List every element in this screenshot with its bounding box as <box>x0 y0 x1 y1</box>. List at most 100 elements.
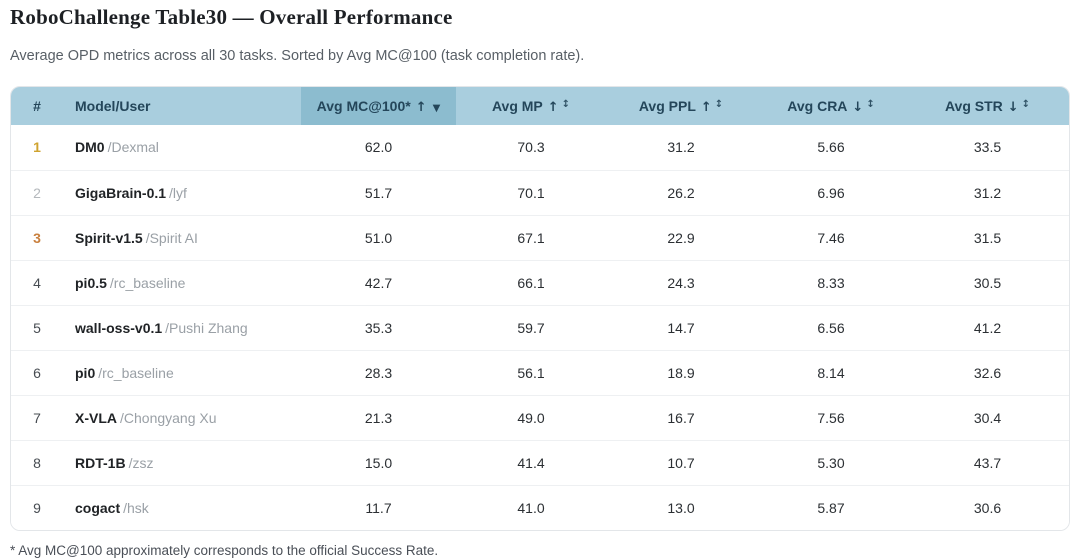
model-user-cell: GigaBrain-0.1/lyf <box>63 169 301 215</box>
down-arrow-icon: ↓ <box>852 99 864 115</box>
model-user-cell: RDT-1B/zsz <box>63 439 301 485</box>
avg-cra-value: 8.14 <box>756 349 906 395</box>
rank-number: 4 <box>33 274 41 291</box>
user-name: /zsz <box>128 454 154 471</box>
rank-cell: 8 <box>11 439 63 485</box>
rank-number: 5 <box>33 319 41 336</box>
user-name: /Chongyang Xu <box>120 409 217 426</box>
model-user-cell: DM0/Dexmal <box>63 125 301 170</box>
up-arrow-icon: ↑ <box>700 99 712 115</box>
model-user-cell: Spirit-v1.5/Spirit AI <box>63 214 301 260</box>
avg-mp-value: 70.3 <box>456 125 606 170</box>
table-header-row: # Model/User Avg MC@100* ↑ ▼ Avg MP ↑ ↕ Avg … <box>11 87 1069 125</box>
column-label: Avg CRA <box>787 97 848 114</box>
avg-str-value: 31.2 <box>906 169 1069 215</box>
rank-cell: 2 <box>11 169 63 215</box>
user-name: /hsk <box>123 499 149 516</box>
rank-number: 1 <box>33 139 41 156</box>
table-row: 5 wall-oss-v0.1/Pushi Zhang 35.3 59.7 14… <box>11 304 1069 350</box>
avg-ppl-value: 26.2 <box>606 169 756 215</box>
column-header-avg-ppl[interactable]: Avg PPL ↑ ↕ <box>606 87 756 125</box>
down-arrow-icon: ↓ <box>1007 99 1019 115</box>
rank-cell: 6 <box>11 349 63 395</box>
avg-ppl-value: 16.7 <box>606 394 756 440</box>
table-row: 7 X-VLA/Chongyang Xu 21.3 49.0 16.7 7.56… <box>11 394 1069 440</box>
table-row: 8 RDT-1B/zsz 15.0 41.4 10.7 5.30 43.7 <box>11 439 1069 485</box>
avg-cra-value: 5.66 <box>756 125 906 170</box>
column-header-avg-mp[interactable]: Avg MP ↑ ↕ <box>456 87 606 125</box>
sort-toggle-icon: ↕ <box>866 98 875 110</box>
avg-cra-value: 7.56 <box>756 394 906 440</box>
avg-ppl-value: 13.0 <box>606 484 756 530</box>
avg-str-value: 32.6 <box>906 349 1069 395</box>
rank-cell: 5 <box>11 304 63 350</box>
avg-ppl-value: 18.9 <box>606 349 756 395</box>
avg-ppl-value: 14.7 <box>606 304 756 350</box>
column-header-model-user: Model/User <box>63 87 301 125</box>
rank-number: 7 <box>33 409 41 426</box>
user-name: /lyf <box>169 184 187 201</box>
avg-mp-value: 59.7 <box>456 304 606 350</box>
avg-mp-value: 66.1 <box>456 259 606 305</box>
model-name: GigaBrain-0.1 <box>75 184 167 201</box>
model-name: wall-oss-v0.1 <box>75 319 163 336</box>
rank-cell: 4 <box>11 259 63 305</box>
model-name: RDT-1B <box>75 454 126 471</box>
avg-str-value: 43.7 <box>906 439 1069 485</box>
sort-toggle-icon: ↕ <box>1021 98 1031 110</box>
rank-cell: 9 <box>11 484 63 530</box>
model-name: DM0 <box>75 139 105 156</box>
avg-str-value: 41.2 <box>906 304 1069 350</box>
footnote: * Avg MC@100 approximately corresponds t… <box>10 543 439 558</box>
column-label: Avg MC@100* <box>316 97 411 114</box>
table-row: 2 GigaBrain-0.1/lyf 51.7 70.1 26.2 6.96 … <box>11 169 1069 215</box>
table-row: 9 cogact/hsk 11.7 41.0 13.0 5.87 30.6 <box>11 484 1069 530</box>
avg-cra-value: 5.30 <box>756 439 906 485</box>
table-row: 1 DM0/Dexmal 62.0 70.3 31.2 5.66 33.5 <box>11 125 1069 170</box>
avg-mc100-value: 51.7 <box>301 169 456 215</box>
rank-cell: 3 <box>11 214 63 260</box>
avg-str-value: 30.4 <box>906 394 1069 440</box>
leaderboard-table-container: # Model/User Avg MC@100* ↑ ▼ Avg MP ↑ ↕ Avg … <box>10 86 1070 531</box>
model-user-cell: pi0.5/rc_baseline <box>63 259 301 305</box>
avg-mc100-value: 11.7 <box>301 484 456 530</box>
avg-mc100-value: 62.0 <box>301 125 456 170</box>
avg-mp-value: 56.1 <box>456 349 606 395</box>
column-label: Avg PPL <box>638 97 696 114</box>
sort-toggle-icon: ↕ <box>714 98 724 110</box>
rank-cell: 7 <box>11 394 63 440</box>
avg-cra-value: 6.96 <box>756 169 906 215</box>
avg-mc100-value: 21.3 <box>301 394 456 440</box>
leaderboard-table: # Model/User Avg MC@100* ↑ ▼ Avg MP ↑ ↕ Avg … <box>11 87 1069 530</box>
sort-descending-icon: ▼ <box>432 102 441 114</box>
column-label: Avg STR <box>944 97 1003 114</box>
user-name: /Pushi Zhang <box>165 319 248 336</box>
user-name: /Spirit AI <box>145 229 198 246</box>
column-header-avg-str[interactable]: Avg STR ↓ ↕ <box>906 87 1069 125</box>
page-title: RoboChallenge Table30 — Overall Performa… <box>10 5 453 29</box>
up-arrow-icon: ↑ <box>547 99 559 115</box>
model-user-cell: X-VLA/Chongyang Xu <box>63 394 301 440</box>
model-name: pi0.5 <box>75 274 107 291</box>
avg-cra-value: 6.56 <box>756 304 906 350</box>
rank-cell: 1 <box>11 125 63 170</box>
user-name: /rc_baseline <box>109 274 186 291</box>
avg-mp-value: 49.0 <box>456 394 606 440</box>
rank-number: 9 <box>33 499 41 516</box>
avg-mc100-value: 51.0 <box>301 214 456 260</box>
column-header-avg-cra[interactable]: Avg CRA ↓ ↕ <box>756 87 906 125</box>
model-user-cell: pi0/rc_baseline <box>63 349 301 395</box>
column-label: Avg MP <box>491 97 543 114</box>
table-row: 6 pi0/rc_baseline 28.3 56.1 18.9 8.14 32… <box>11 349 1069 395</box>
up-arrow-icon: ↑ <box>415 99 427 115</box>
sort-toggle-icon: ↕ <box>561 98 571 110</box>
avg-str-value: 33.5 <box>906 125 1069 170</box>
avg-str-value: 31.5 <box>906 214 1069 260</box>
model-name: X-VLA <box>75 409 117 426</box>
avg-cra-value: 5.87 <box>756 484 906 530</box>
column-header-avg-mc100[interactable]: Avg MC@100* ↑ ▼ <box>301 87 456 125</box>
avg-ppl-value: 22.9 <box>606 214 756 260</box>
avg-ppl-value: 31.2 <box>606 125 756 170</box>
user-name: /Dexmal <box>107 139 159 156</box>
